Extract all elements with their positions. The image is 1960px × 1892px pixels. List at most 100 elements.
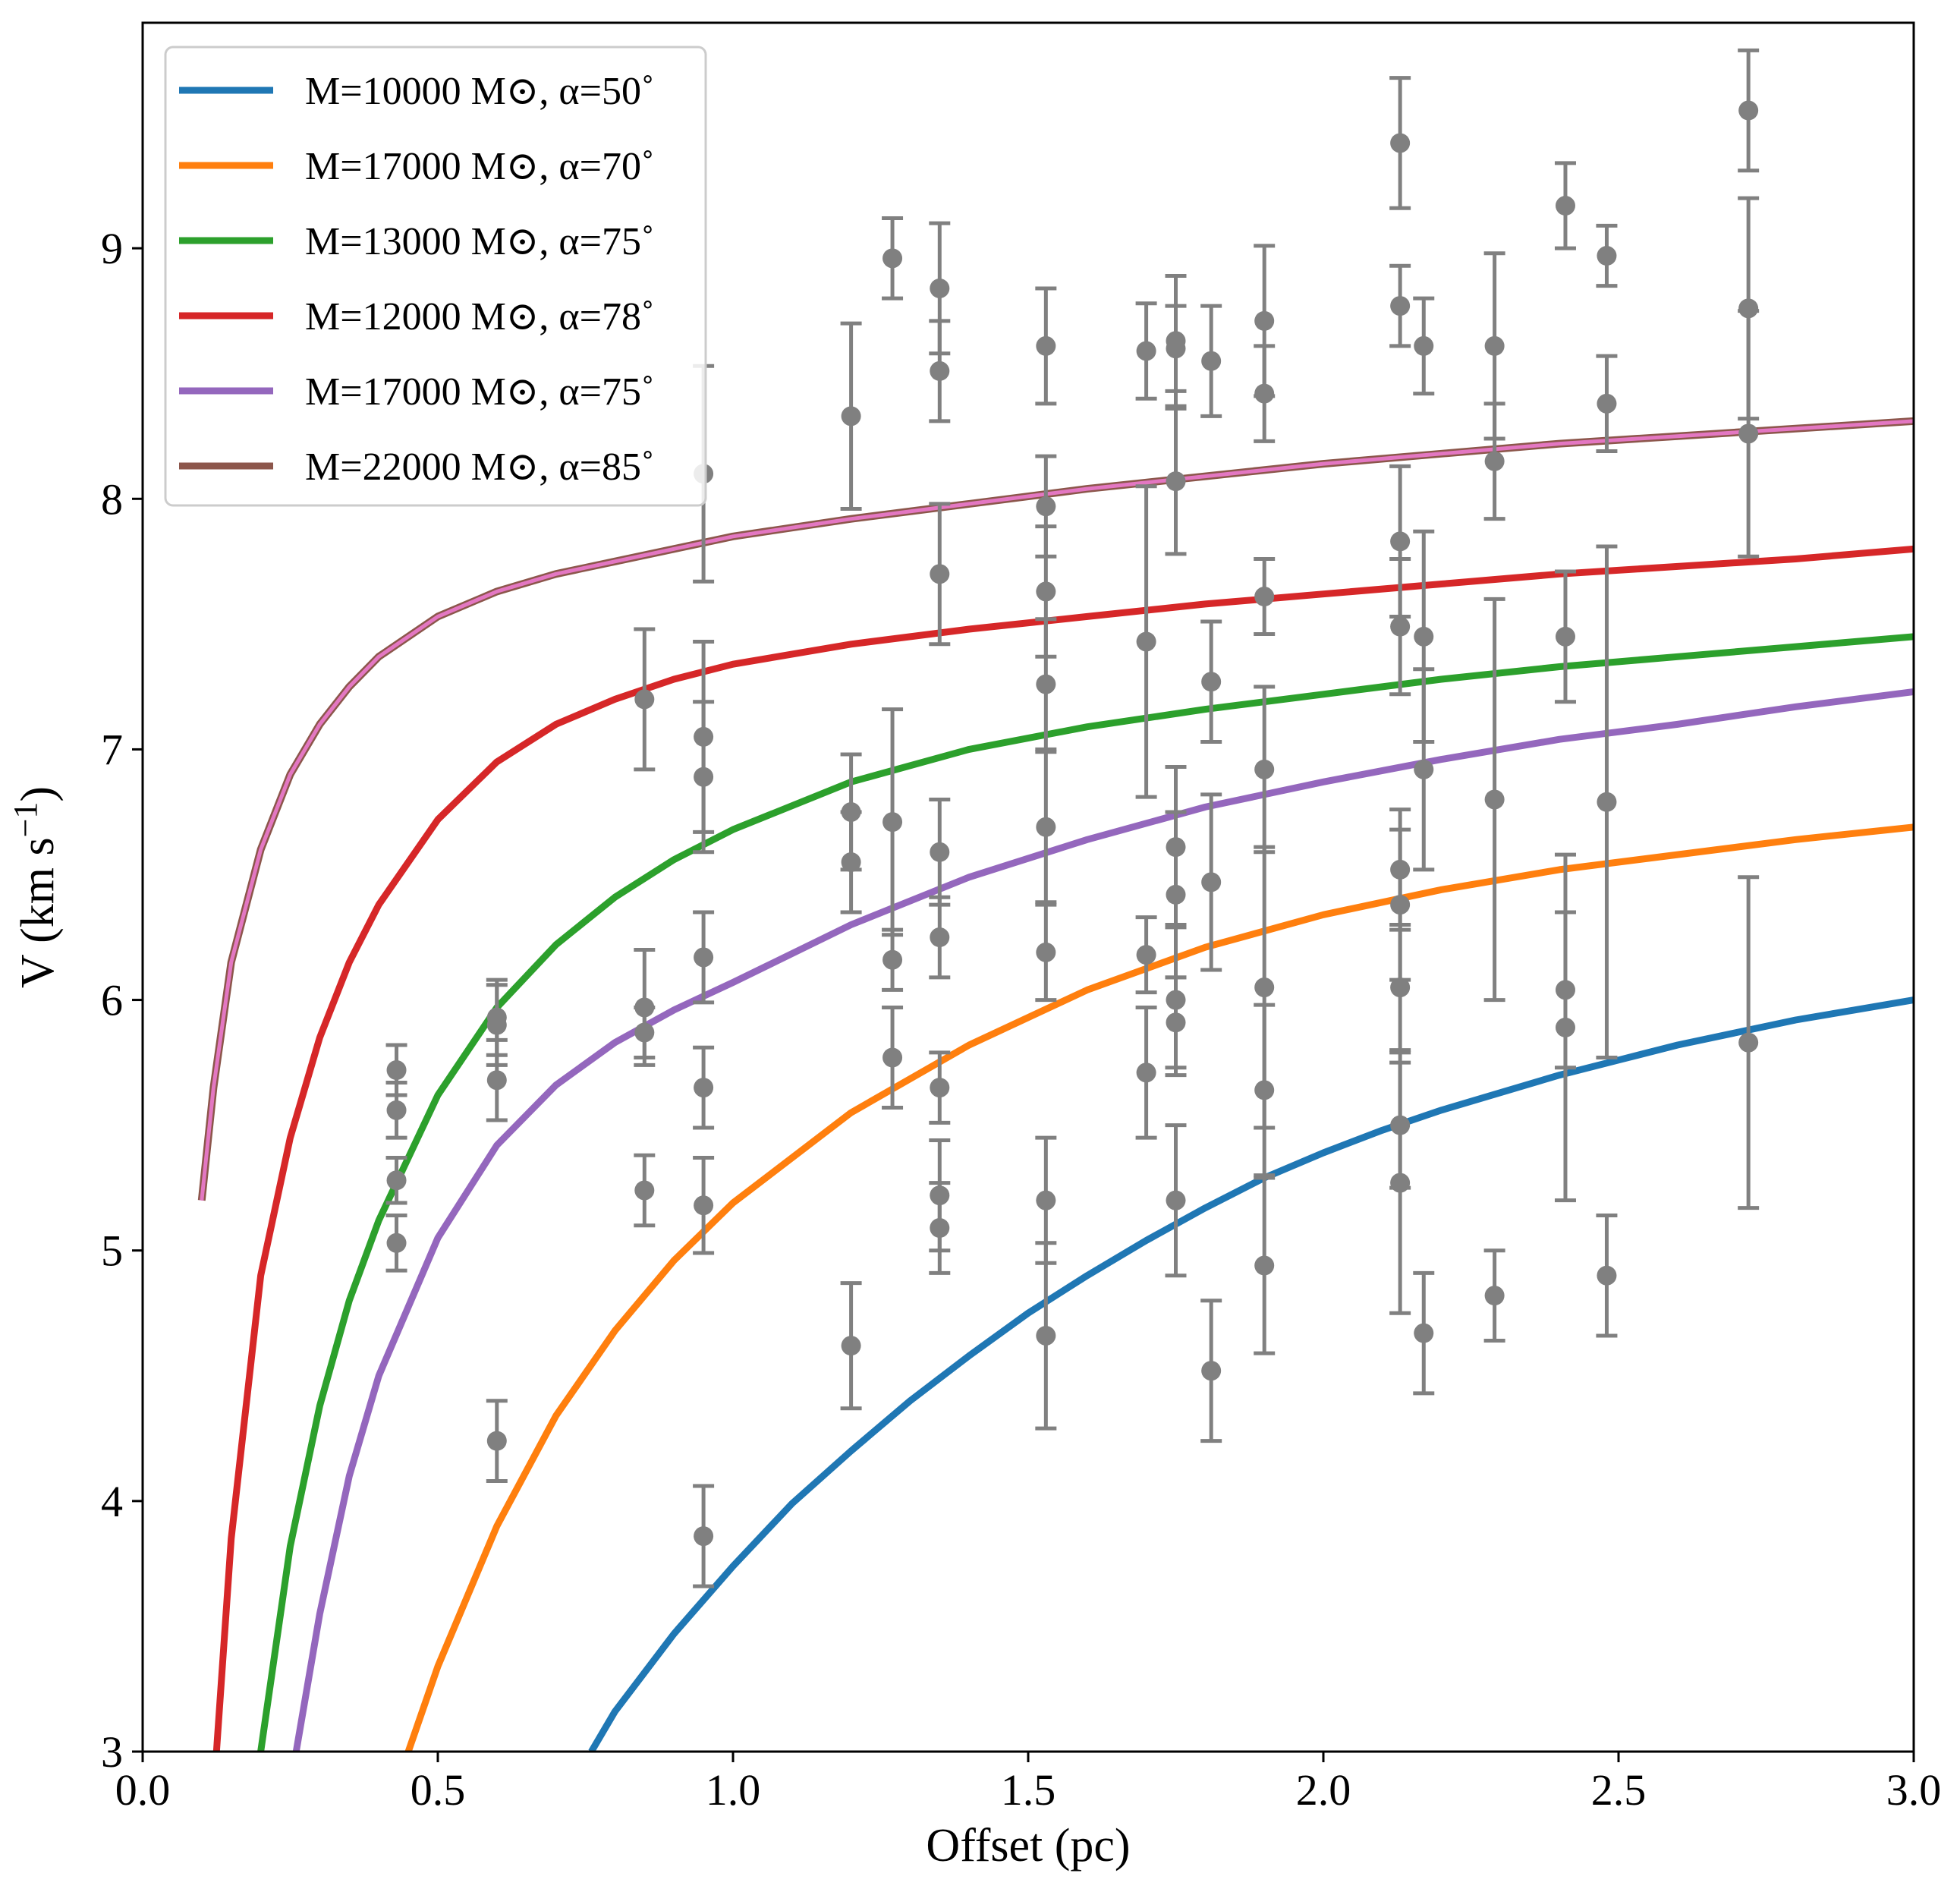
series-line-2 [404, 823, 1914, 1752]
data-point [1738, 875, 1760, 1210]
legend-item: M=10000 M⊙, α=50˚ [179, 70, 654, 113]
y-axis-label-text: V (km s [12, 837, 64, 988]
data-point [1135, 484, 1157, 799]
data-point [634, 627, 656, 772]
y-axis-label-close: ) [12, 786, 64, 802]
data-point [1596, 223, 1618, 288]
data-point [693, 1156, 715, 1255]
data-point [1254, 685, 1276, 855]
data-point [1165, 975, 1187, 1070]
series-line-4 [212, 545, 1914, 1752]
data-point [1254, 1003, 1276, 1178]
x-tick-label: 3.0 [1886, 1765, 1942, 1815]
data-point [1738, 48, 1760, 173]
y-tick-label: 9 [101, 224, 123, 273]
data-point [1554, 161, 1576, 250]
data-point [929, 895, 951, 980]
data-point [693, 1484, 715, 1588]
data-point [1389, 76, 1411, 210]
y-axis-label-exponent: −1 [7, 802, 44, 838]
data-point [1035, 617, 1057, 751]
legend-box [164, 46, 707, 507]
data-point [1200, 1299, 1222, 1443]
data-point [634, 1153, 656, 1228]
series-line-6 [197, 417, 1914, 1201]
data-point [1254, 1176, 1276, 1355]
data-point [882, 1005, 904, 1110]
data-point [1483, 597, 1505, 1003]
y-tick-label: 5 [101, 1226, 123, 1276]
x-tick-label: 1.0 [706, 1765, 761, 1815]
data-point [1165, 304, 1187, 393]
legend-label: M=13000 M⊙, α=75˚ [305, 220, 654, 263]
data-point [1035, 286, 1057, 406]
x-axis-label: Offset (pc) [926, 1820, 1130, 1872]
data-point [1035, 902, 1057, 1003]
data-point [1254, 557, 1276, 637]
x-tick-label: 0.5 [411, 1765, 466, 1815]
data-point [1165, 1123, 1187, 1278]
legend-item: M=17000 M⊙, α=70˚ [179, 145, 654, 188]
x-tick-label: 2.0 [1296, 1765, 1351, 1815]
data-point [929, 502, 951, 647]
data-point [1554, 569, 1576, 704]
data-point [1413, 296, 1435, 396]
y-tick-label: 3 [101, 1727, 123, 1777]
x-axis: 0.0 0.5 1.0 1.5 2.0 2.5 3.0 [115, 1752, 1942, 1815]
data-point [1165, 406, 1187, 556]
legend-label: M=17000 M⊙, α=70˚ [305, 145, 654, 188]
data-point [1413, 1270, 1435, 1396]
data-point [385, 1213, 407, 1273]
y-axis: 3 4 5 6 7 8 9 [101, 224, 143, 1777]
y-axis-label: V (km s−1) [7, 786, 64, 988]
data-point [693, 700, 715, 855]
data-point [1389, 557, 1411, 697]
data-point [840, 321, 862, 511]
x-tick-label: 1.5 [1001, 1765, 1056, 1815]
data-point [1035, 750, 1057, 905]
data-point [486, 1399, 508, 1483]
legend-item: M=12000 M⊙, α=78˚ [179, 295, 654, 338]
data-point [1200, 304, 1222, 418]
data-point [1483, 401, 1505, 521]
y-tick-label: 7 [101, 725, 123, 774]
data-point [1413, 529, 1435, 745]
series-line-3 [257, 633, 1914, 1752]
legend-item: M=17000 M⊙, α=75˚ [179, 370, 654, 414]
data-point [1135, 1005, 1157, 1140]
data-point [840, 1281, 862, 1411]
data-point [929, 1050, 951, 1125]
legend-item: M=13000 M⊙, α=75˚ [179, 220, 654, 263]
data-point [1738, 309, 1760, 559]
data-point [882, 707, 904, 937]
data-point [1389, 263, 1411, 348]
data-point [385, 1081, 407, 1140]
legend-label: M=17000 M⊙, α=75˚ [305, 370, 654, 414]
data-point [486, 1037, 508, 1122]
data-point [1254, 344, 1276, 443]
y-tick-label: 6 [101, 976, 123, 1025]
data-point [1413, 667, 1435, 872]
data-point [1596, 354, 1618, 454]
y-tick-label: 8 [101, 474, 123, 524]
legend: M=10000 M⊙, α=50˚ M=17000 M⊙, α=70˚ M=1300… [164, 46, 707, 507]
data-point [840, 810, 862, 915]
data-point [385, 1156, 407, 1205]
legend-item: M=22000 M⊙, α=85˚ [179, 445, 654, 489]
series-line-1 [588, 996, 1914, 1752]
model-curves [197, 417, 1914, 1752]
data-point [882, 216, 904, 301]
data-point [1554, 852, 1576, 1203]
x-tick-label: 0.0 [115, 1765, 171, 1815]
data-point [1596, 544, 1618, 1059]
data-point [1483, 1248, 1505, 1343]
data-point [1035, 1241, 1057, 1431]
legend-label: M=10000 M⊙, α=50˚ [305, 70, 654, 113]
data-point [1135, 915, 1157, 995]
data-point [1200, 619, 1222, 745]
data-point [1389, 923, 1411, 1053]
y-tick-label: 4 [101, 1477, 123, 1526]
data-point [1135, 301, 1157, 401]
series-line-5 [292, 688, 1914, 1752]
